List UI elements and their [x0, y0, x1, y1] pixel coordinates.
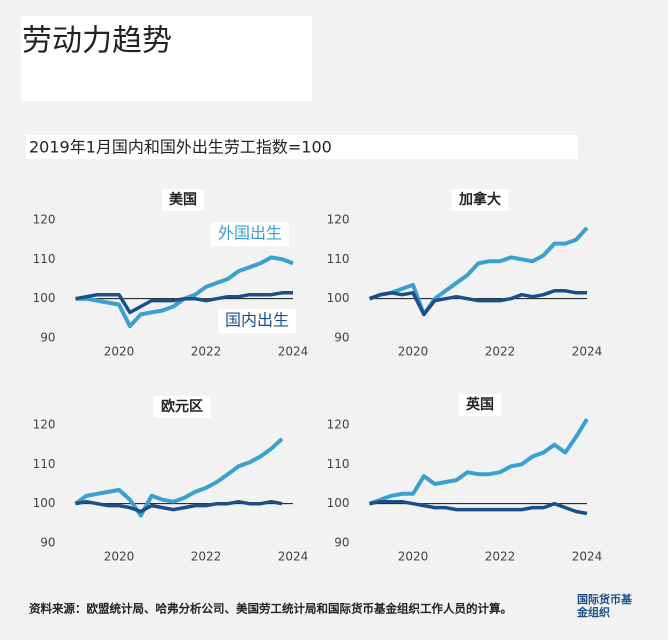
y-tick-label: 90 [40, 536, 55, 550]
line-series [75, 499, 283, 514]
x-tick-label: 2022 [485, 550, 516, 564]
y-tick-label: 90 [40, 331, 55, 345]
y-tick-label: 100 [33, 291, 56, 305]
y-tick-label: 110 [33, 457, 56, 471]
panel-title: 加拿大 [458, 191, 501, 208]
y-tick-label: 100 [33, 496, 56, 510]
y-tick-label: 120 [327, 418, 350, 432]
x-tick-label: 2024 [572, 550, 603, 564]
x-tick-label: 2022 [191, 345, 222, 359]
y-tick-label: 100 [327, 291, 350, 305]
y-tick-label: 120 [327, 213, 350, 227]
title-box [21, 16, 312, 101]
annotation-box [218, 309, 296, 333]
panel-title: 英国 [465, 396, 494, 413]
y-tick-label: 120 [33, 213, 56, 227]
y-tick-label: 110 [327, 457, 350, 471]
line-series [75, 291, 293, 315]
panel-title-box [162, 189, 204, 211]
line-series [369, 499, 588, 516]
panel-title: 欧元区 [161, 398, 203, 415]
panel-title: 美国 [169, 191, 197, 208]
x-tick-label: 2020 [104, 550, 135, 564]
series-label: 外国出生 [218, 224, 282, 243]
line-series [74, 437, 284, 518]
y-tick-label: 110 [33, 252, 56, 266]
line-series [368, 418, 589, 506]
page-title: 劳动力趋势 [22, 24, 172, 59]
y-tick-label: 90 [334, 331, 349, 345]
x-tick-label: 2020 [398, 550, 429, 564]
logo: 国际货币基金组织 [577, 593, 632, 619]
annotation-box [211, 222, 289, 246]
y-tick-label: 100 [327, 496, 350, 510]
subtitle-box [26, 135, 578, 159]
line-series [368, 226, 589, 317]
x-tick-label: 2020 [104, 345, 135, 359]
panel-title-box [459, 394, 501, 416]
x-tick-label: 2024 [572, 345, 603, 359]
line-series [368, 289, 587, 317]
y-tick-label: 110 [327, 252, 350, 266]
panel-title-box [451, 189, 509, 211]
x-tick-label: 2022 [191, 550, 222, 564]
x-tick-label: 2022 [485, 345, 516, 359]
x-tick-label: 2020 [398, 345, 429, 359]
panel-title-box [153, 396, 211, 418]
series-label: 国内出生 [225, 311, 289, 330]
source: 资料来源：欧盟统计局、哈弗分析公司、美国劳工统计局和国际货币基金组织工作人员的计… [29, 602, 512, 616]
x-tick-label: 2024 [278, 345, 309, 359]
y-tick-label: 120 [33, 418, 56, 432]
x-tick-label: 2024 [278, 550, 309, 564]
subtitle: 2019年1月国内和国外出生劳工指数=100 [29, 138, 332, 157]
y-tick-label: 90 [334, 536, 349, 550]
